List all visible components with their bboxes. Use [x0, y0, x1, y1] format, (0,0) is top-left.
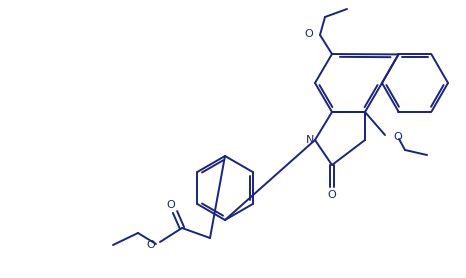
Text: O: O — [167, 200, 175, 210]
Text: O: O — [146, 240, 155, 250]
Text: N: N — [306, 135, 314, 145]
Text: O: O — [393, 132, 402, 142]
Text: O: O — [328, 190, 336, 200]
Text: O: O — [304, 29, 313, 39]
